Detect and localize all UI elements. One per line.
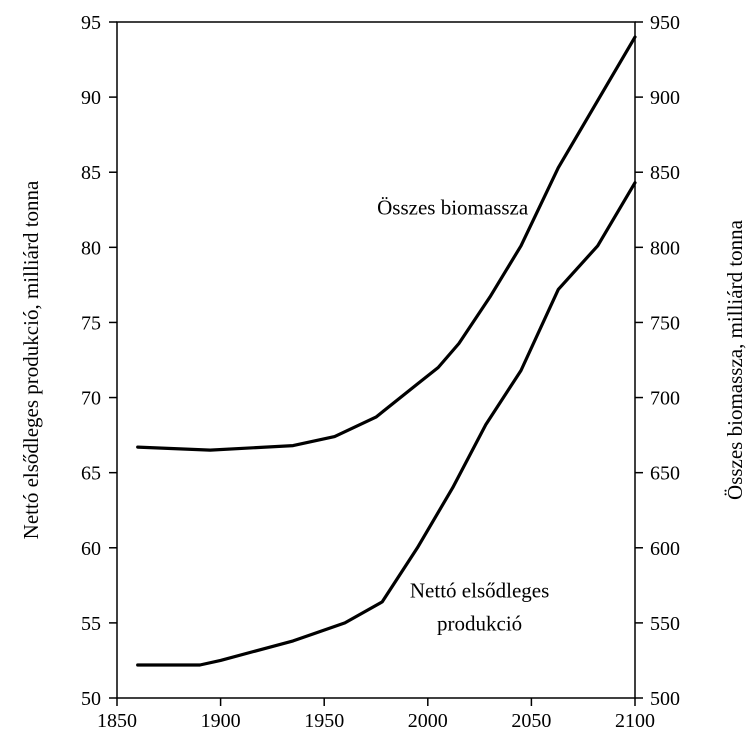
right-y-tick-label: 500 — [650, 688, 680, 710]
right-y-tick-label: 550 — [650, 613, 680, 635]
left-y-tick-label: 70 — [81, 388, 101, 410]
x-tick-label: 2100 — [615, 710, 655, 732]
x-tick-label: 1850 — [97, 710, 137, 732]
x-axis-ticks: 1850 1900 1950 2000 2050 2100 — [97, 698, 655, 732]
left-y-tick-label: 95 — [81, 12, 101, 34]
left-y-tick-label: 90 — [81, 87, 101, 109]
series-line-biomass — [136, 35, 637, 452]
annotation-label: Összes biomassza — [377, 195, 529, 219]
x-tick-label: 1900 — [201, 710, 241, 732]
left-y-axis-label: Nettó elsődleges produkció, milliárd ton… — [19, 180, 43, 539]
annotations-layer: Összes biomassza Nettó elsődleges produkci… — [377, 195, 549, 635]
left-y-tick-label: 80 — [81, 237, 101, 259]
left-y-tick-label: 75 — [81, 312, 101, 334]
left-y-tick-label: 85 — [81, 162, 101, 184]
right-y-tick-label: 950 — [650, 12, 680, 34]
left-y-axis-ticks: 50 55 60 65 70 75 80 85 90 95 — [81, 12, 117, 710]
annotation-label: produkció — [437, 611, 522, 635]
right-y-axis-ticks: 500 550 600 650 700 750 800 850 900 950 — [635, 12, 680, 710]
right-y-tick-label: 850 — [650, 162, 680, 184]
series-line-npp — [136, 181, 637, 667]
left-y-tick-label: 60 — [81, 538, 101, 560]
right-y-tick-label: 600 — [650, 538, 680, 560]
x-tick-label: 2000 — [408, 710, 448, 732]
plot-frame — [116, 21, 636, 699]
left-y-tick-label: 65 — [81, 463, 101, 485]
right-y-tick-label: 900 — [650, 87, 680, 109]
x-tick-label: 2050 — [511, 710, 551, 732]
right-y-tick-label: 700 — [650, 388, 680, 410]
series-layer — [136, 35, 637, 667]
right-y-axis-label: Összes biomassza, milliárd tonna — [723, 219, 747, 500]
annotation-label: Nettó elsődleges — [410, 578, 549, 602]
x-tick-label: 1950 — [304, 710, 344, 732]
left-y-tick-label: 50 — [81, 688, 101, 710]
right-y-tick-label: 650 — [650, 463, 680, 485]
right-y-tick-label: 800 — [650, 237, 680, 259]
right-y-tick-label: 750 — [650, 312, 680, 334]
left-y-tick-label: 55 — [81, 613, 101, 635]
